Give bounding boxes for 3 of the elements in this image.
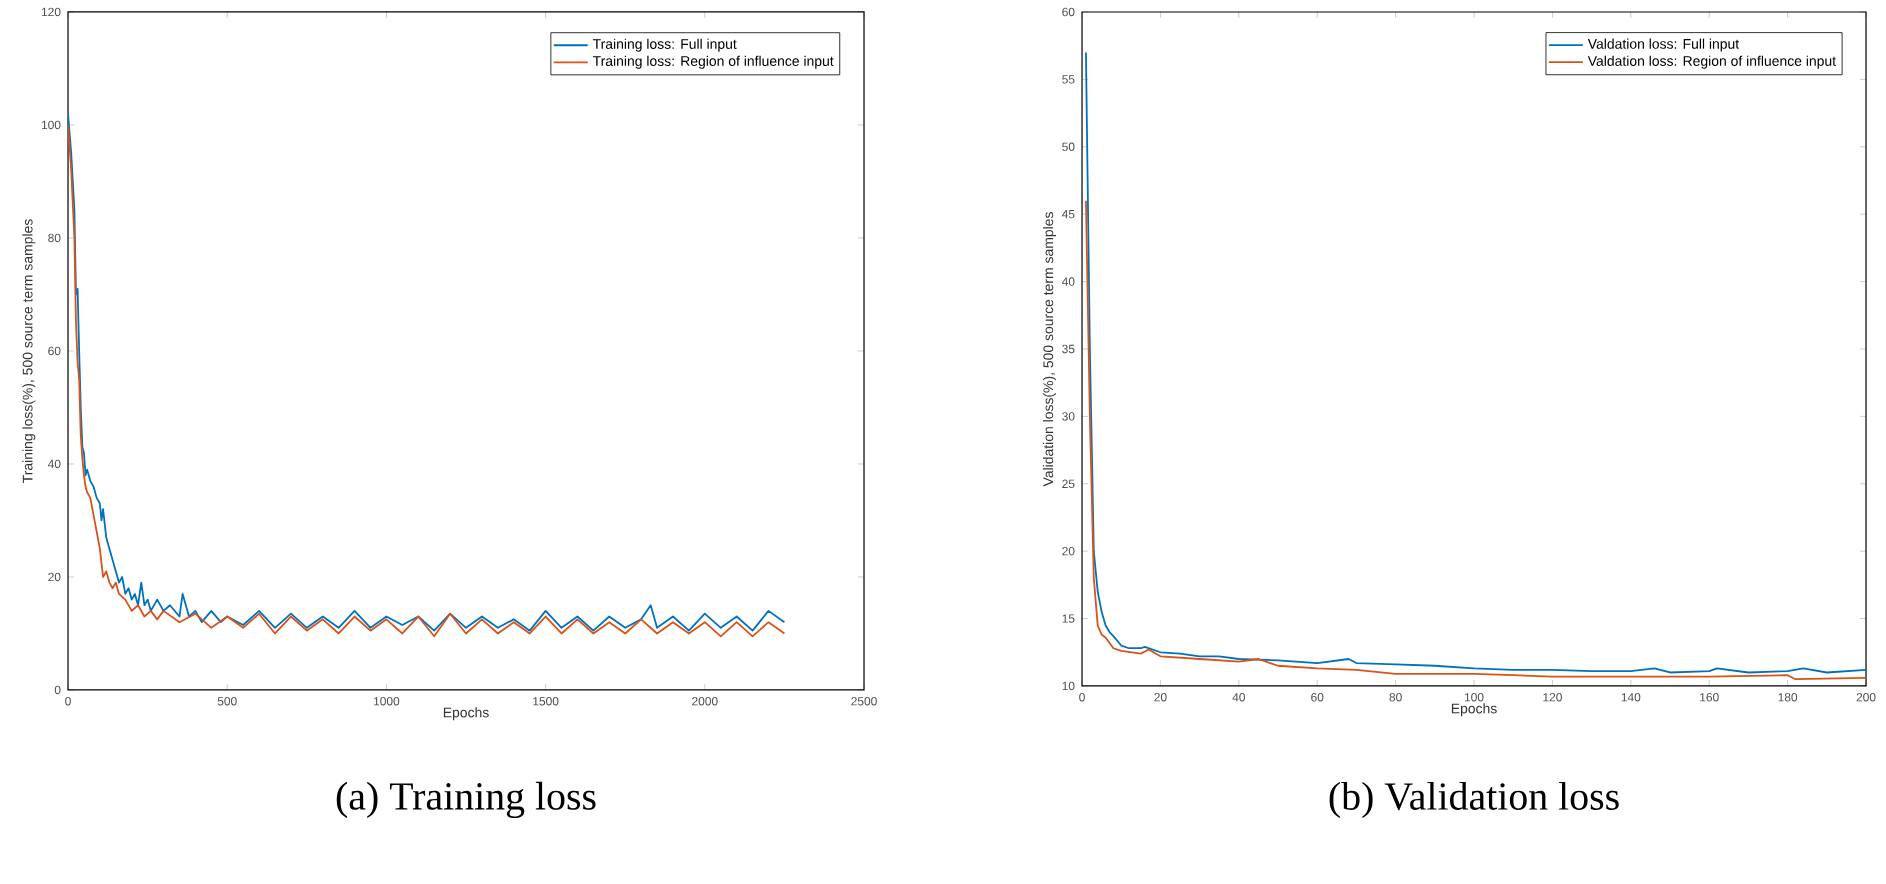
text: (a) Training loss: [336, 781, 596, 819]
text: (b) Validation loss: [1329, 781, 1619, 819]
line-series: [1085, 51, 1867, 674]
